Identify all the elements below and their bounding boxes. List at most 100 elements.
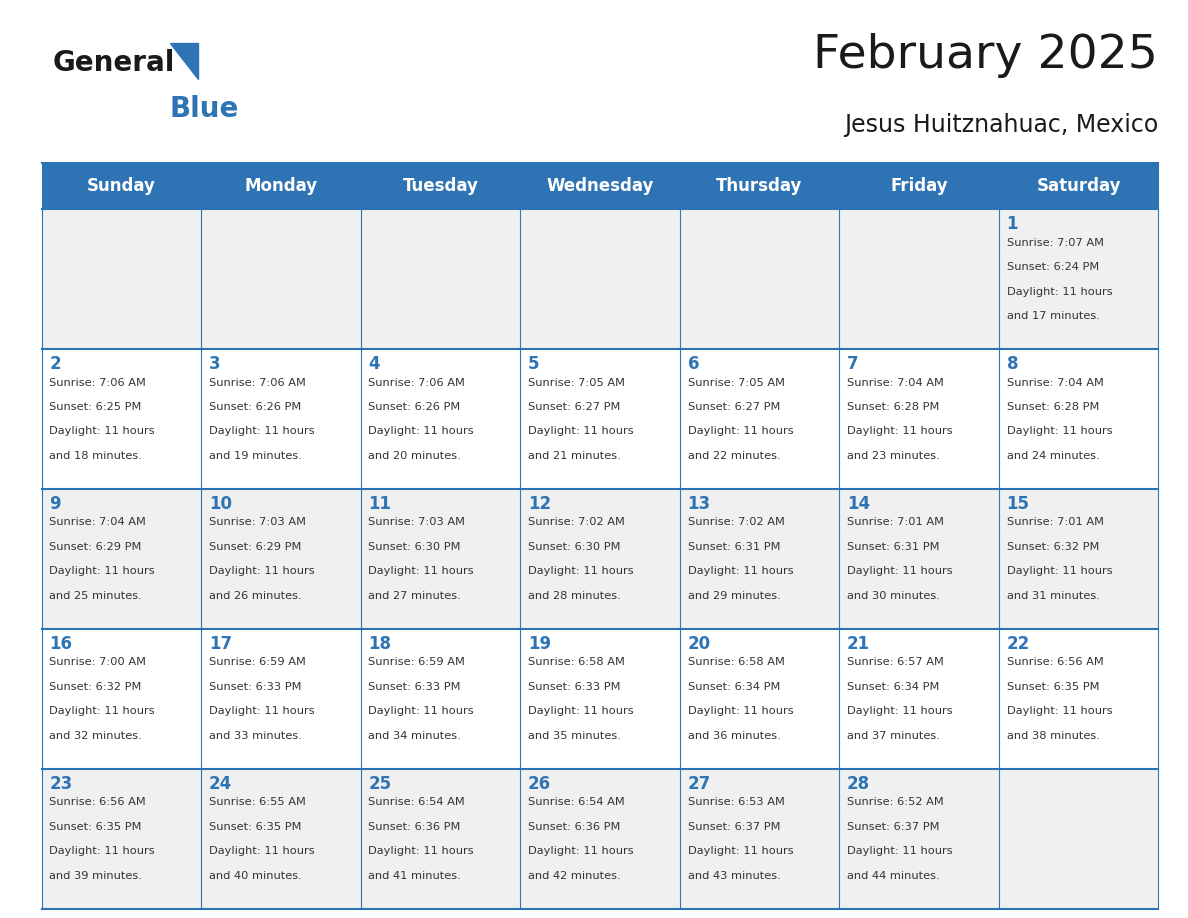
Text: and 17 minutes.: and 17 minutes. (1006, 311, 1099, 321)
Text: 2: 2 (50, 355, 61, 374)
Bar (839, 629, 999, 769)
Text: Daylight: 11 hours: Daylight: 11 hours (50, 846, 154, 856)
Text: Sunrise: 6:58 AM: Sunrise: 6:58 AM (527, 657, 625, 667)
Bar (839, 349, 999, 489)
Text: Sunday: Sunday (87, 177, 156, 196)
Bar (201, 629, 361, 769)
Text: Sunset: 6:37 PM: Sunset: 6:37 PM (847, 822, 940, 832)
Text: Saturday: Saturday (1036, 177, 1120, 196)
Text: Daylight: 11 hours: Daylight: 11 hours (50, 706, 154, 716)
Text: Sunrise: 7:05 AM: Sunrise: 7:05 AM (688, 377, 784, 387)
Text: Daylight: 11 hours: Daylight: 11 hours (527, 706, 633, 716)
Text: and 36 minutes.: and 36 minutes. (688, 731, 781, 741)
Text: and 18 minutes.: and 18 minutes. (50, 451, 143, 461)
Text: 18: 18 (368, 635, 392, 653)
Text: 19: 19 (527, 635, 551, 653)
Text: Sunset: 6:31 PM: Sunset: 6:31 PM (847, 542, 940, 552)
Text: Daylight: 11 hours: Daylight: 11 hours (368, 706, 474, 716)
Text: 6: 6 (688, 355, 699, 374)
Bar (839, 489, 999, 629)
Text: 14: 14 (847, 495, 870, 513)
Text: Sunset: 6:29 PM: Sunset: 6:29 PM (50, 542, 141, 552)
Text: and 37 minutes.: and 37 minutes. (847, 731, 940, 741)
Text: Sunrise: 7:05 AM: Sunrise: 7:05 AM (527, 377, 625, 387)
Text: Sunrise: 7:07 AM: Sunrise: 7:07 AM (1006, 238, 1104, 248)
Text: and 26 minutes.: and 26 minutes. (209, 591, 302, 601)
Text: Sunset: 6:33 PM: Sunset: 6:33 PM (527, 682, 620, 692)
Text: Sunrise: 7:00 AM: Sunrise: 7:00 AM (50, 657, 146, 667)
Text: Sunset: 6:27 PM: Sunset: 6:27 PM (688, 402, 779, 412)
Bar (361, 769, 520, 909)
Text: 11: 11 (368, 495, 392, 513)
Text: Daylight: 11 hours: Daylight: 11 hours (1006, 427, 1112, 436)
Text: and 38 minutes.: and 38 minutes. (1006, 731, 1099, 741)
Text: Daylight: 11 hours: Daylight: 11 hours (368, 846, 474, 856)
Text: Sunset: 6:34 PM: Sunset: 6:34 PM (847, 682, 940, 692)
Text: and 27 minutes.: and 27 minutes. (368, 591, 461, 601)
Text: and 43 minutes.: and 43 minutes. (688, 870, 781, 880)
Text: and 28 minutes.: and 28 minutes. (527, 591, 621, 601)
Text: Sunset: 6:32 PM: Sunset: 6:32 PM (50, 682, 141, 692)
Text: 9: 9 (50, 495, 61, 513)
Text: Sunrise: 6:56 AM: Sunrise: 6:56 AM (50, 797, 146, 807)
Bar (201, 349, 361, 489)
Polygon shape (170, 43, 197, 79)
Text: and 25 minutes.: and 25 minutes. (50, 591, 143, 601)
Text: and 29 minutes.: and 29 minutes. (688, 591, 781, 601)
Text: Sunrise: 6:54 AM: Sunrise: 6:54 AM (368, 797, 466, 807)
Text: 23: 23 (50, 775, 72, 793)
Text: and 40 minutes.: and 40 minutes. (209, 870, 302, 880)
Bar (999, 209, 1158, 349)
Bar (42, 209, 201, 349)
Text: Daylight: 11 hours: Daylight: 11 hours (847, 846, 953, 856)
Text: Daylight: 11 hours: Daylight: 11 hours (368, 566, 474, 577)
Text: Sunrise: 7:03 AM: Sunrise: 7:03 AM (209, 518, 307, 528)
Text: Sunrise: 6:53 AM: Sunrise: 6:53 AM (688, 797, 784, 807)
Text: 3: 3 (209, 355, 221, 374)
Text: 13: 13 (688, 495, 710, 513)
Text: Sunset: 6:37 PM: Sunset: 6:37 PM (688, 822, 781, 832)
Bar (680, 769, 839, 909)
Text: Daylight: 11 hours: Daylight: 11 hours (209, 706, 315, 716)
Text: 28: 28 (847, 775, 870, 793)
Text: 25: 25 (368, 775, 392, 793)
Bar (361, 209, 520, 349)
Text: 8: 8 (1006, 355, 1018, 374)
Text: Sunset: 6:32 PM: Sunset: 6:32 PM (1006, 542, 1099, 552)
Text: and 44 minutes.: and 44 minutes. (847, 870, 940, 880)
Bar (999, 489, 1158, 629)
Text: 10: 10 (209, 495, 232, 513)
Text: Sunset: 6:29 PM: Sunset: 6:29 PM (209, 542, 302, 552)
Text: Daylight: 11 hours: Daylight: 11 hours (209, 566, 315, 577)
Text: Daylight: 11 hours: Daylight: 11 hours (209, 427, 315, 436)
Text: Daylight: 11 hours: Daylight: 11 hours (209, 846, 315, 856)
Text: Sunrise: 7:01 AM: Sunrise: 7:01 AM (1006, 518, 1104, 528)
Text: 20: 20 (688, 635, 710, 653)
Text: Sunset: 6:33 PM: Sunset: 6:33 PM (368, 682, 461, 692)
Text: 12: 12 (527, 495, 551, 513)
Text: Daylight: 11 hours: Daylight: 11 hours (688, 846, 794, 856)
Text: and 23 minutes.: and 23 minutes. (847, 451, 940, 461)
Text: and 39 minutes.: and 39 minutes. (50, 870, 143, 880)
Text: Daylight: 11 hours: Daylight: 11 hours (847, 427, 953, 436)
Text: 7: 7 (847, 355, 859, 374)
Text: Daylight: 11 hours: Daylight: 11 hours (368, 427, 474, 436)
Bar (999, 629, 1158, 769)
Text: Blue: Blue (170, 95, 239, 123)
Text: Daylight: 11 hours: Daylight: 11 hours (1006, 566, 1112, 577)
Text: 4: 4 (368, 355, 380, 374)
Bar (680, 629, 839, 769)
Text: 24: 24 (209, 775, 232, 793)
Text: Sunset: 6:24 PM: Sunset: 6:24 PM (1006, 263, 1099, 272)
Bar (361, 489, 520, 629)
Text: Sunrise: 7:04 AM: Sunrise: 7:04 AM (50, 518, 146, 528)
Text: Sunset: 6:26 PM: Sunset: 6:26 PM (368, 402, 461, 412)
Text: 16: 16 (50, 635, 72, 653)
Text: Daylight: 11 hours: Daylight: 11 hours (1006, 286, 1112, 297)
Text: Sunset: 6:31 PM: Sunset: 6:31 PM (688, 542, 781, 552)
Bar (42, 769, 201, 909)
Text: and 41 minutes.: and 41 minutes. (368, 870, 461, 880)
Bar (42, 349, 201, 489)
Bar (361, 629, 520, 769)
Bar (361, 349, 520, 489)
